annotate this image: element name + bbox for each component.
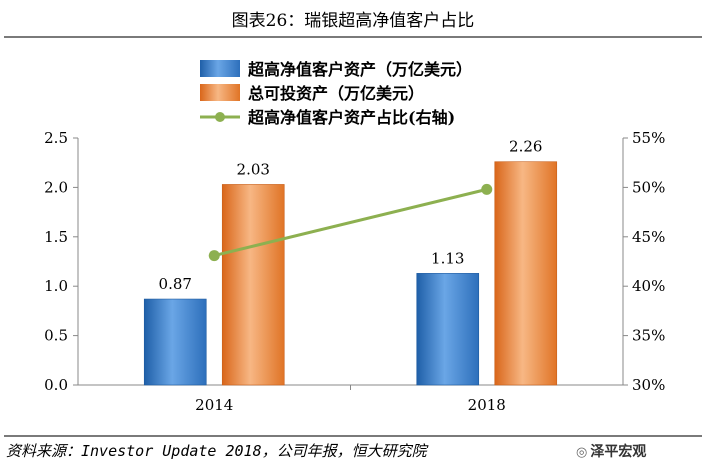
title-divider — [4, 36, 702, 38]
watermark-text: 泽平宏观 — [590, 444, 647, 460]
bars: 0.87 1.13 2.03 2.26 — [143, 138, 558, 386]
y-right-tick-label: 30% — [632, 376, 665, 394]
bar-data-label: 2.26 — [509, 138, 542, 156]
y-right-tick-label: 50% — [632, 178, 665, 196]
watermark: ◎ 泽平宏观 — [576, 441, 646, 461]
legend-label-share: 超高净值客户资产占比(右轴) — [247, 108, 455, 127]
y-left-tick-label: 0.5 — [44, 327, 68, 345]
y-left-tick-label: 1.5 — [44, 228, 68, 246]
share-line — [208, 183, 493, 262]
share-point — [208, 250, 220, 262]
share-point — [481, 183, 493, 195]
bar-data-label: 2.03 — [237, 160, 270, 178]
y-right-tick-label: 45% — [632, 228, 665, 246]
y-right-ticks: 30% 35% 40% 45% 50% 55% — [623, 129, 665, 394]
legend-label-total-assets: 总可投资产（万亿美元） — [248, 84, 424, 103]
bar-ultra-assets — [143, 298, 207, 386]
y-right-tick-label: 35% — [632, 327, 665, 345]
y-left-tick-label: 0.0 — [44, 376, 68, 394]
bar-ultra-assets — [416, 273, 480, 386]
legend-label-ultra-assets: 超高净值客户资产（万亿美元） — [247, 60, 472, 79]
share-line-path — [213, 187, 488, 258]
chart-title: 图表26：瑞银超高净值客户占比 — [231, 11, 475, 31]
bar-data-label: 1.13 — [431, 249, 464, 267]
footer-divider — [4, 435, 702, 437]
y-left-tick-label: 1.0 — [44, 277, 68, 295]
legend-marker-share — [215, 112, 225, 122]
y-right-tick-label: 40% — [632, 277, 665, 295]
y-left-tick-label: 2.0 — [44, 178, 68, 196]
x-tick-label: 2018 — [468, 396, 506, 414]
bar-total-assets — [221, 184, 285, 386]
legend-swatch-total-assets — [200, 84, 240, 101]
legend-swatch-ultra-assets — [200, 60, 240, 77]
bar-total-assets — [494, 161, 558, 386]
y-right-tick-label: 55% — [632, 129, 665, 147]
wechat-icon: ◎ — [576, 445, 588, 460]
y-left-tick-label: 2.5 — [44, 129, 68, 147]
x-tick-label: 2014 — [195, 396, 233, 414]
bar-data-label: 0.87 — [159, 275, 192, 293]
y-left-ticks: 0.0 0.5 1.0 1.5 2.0 2.5 — [44, 129, 78, 394]
source-note: 资料来源：Investor Update 2018，公司年报，恒大研究院 — [6, 442, 427, 460]
x-ticks: 2014 2018 — [195, 385, 506, 414]
